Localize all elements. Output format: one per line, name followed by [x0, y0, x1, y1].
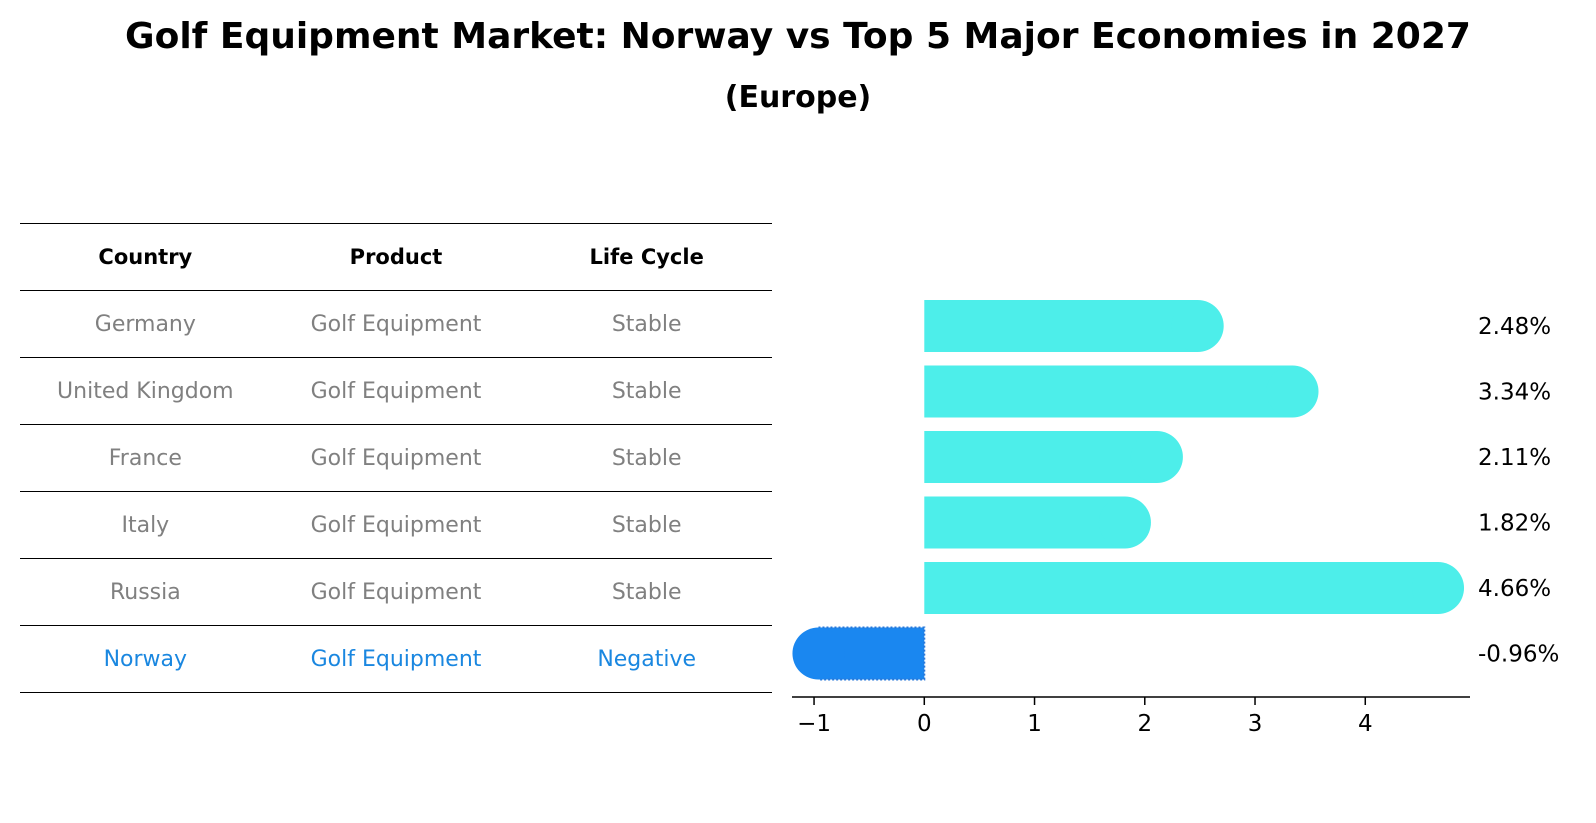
bar-cap	[1266, 365, 1319, 418]
cell-life-cycle: Negative	[597, 646, 697, 672]
cell-product: Golf Equipment	[310, 579, 482, 605]
cell-life-cycle: Stable	[611, 579, 682, 605]
table-row: Germany Golf Equipment Stable	[20, 291, 772, 358]
value-label: -0.96%	[1478, 642, 1559, 668]
value-label: 3.34%	[1478, 380, 1551, 406]
bar-cap	[1171, 300, 1224, 352]
cell-product: Golf Equipment	[310, 512, 482, 538]
table-row-highlight: Norway Golf Equipment Negative	[20, 626, 772, 693]
chart-title: Golf Equipment Market: Norway vs Top 5 M…	[125, 16, 1471, 57]
x-tick-label: 1	[1027, 711, 1042, 737]
cell-product: Golf Equipment	[310, 646, 482, 672]
cell-product: Golf Equipment	[310, 311, 482, 337]
table-row: Russia Golf Equipment Stable	[20, 559, 772, 626]
chart-subtitle: (Europe)	[724, 80, 872, 115]
bar	[924, 496, 1125, 549]
cell-life-cycle: Stable	[611, 445, 682, 471]
cell-country: United Kingdom	[57, 378, 234, 404]
header-country: Country	[98, 245, 193, 269]
table-row: Italy Golf Equipment Stable	[20, 492, 772, 559]
cell-life-cycle: Stable	[611, 512, 682, 538]
x-tick-label: 4	[1358, 711, 1373, 737]
cell-country: Italy	[121, 512, 170, 538]
value-label: 2.48%	[1478, 314, 1551, 340]
cell-product: Golf Equipment	[310, 445, 482, 471]
bar-cap	[1130, 431, 1183, 483]
country-table: Country Product Life Cycle Germany Golf …	[20, 223, 772, 693]
x-tick-label: 3	[1248, 711, 1263, 737]
x-tick-label: 0	[917, 711, 932, 737]
x-tick-label: −1	[797, 711, 831, 737]
cell-product: Golf Equipment	[310, 378, 482, 404]
value-label: 4.66%	[1478, 576, 1551, 602]
bar-cap	[1098, 496, 1151, 549]
table-header-row: Country Product Life Cycle	[20, 224, 772, 291]
header-product: Product	[349, 245, 443, 269]
value-label: 1.82%	[1478, 511, 1551, 537]
cell-country: Norway	[103, 646, 188, 672]
cell-country: Russia	[109, 579, 181, 605]
bar	[924, 431, 1157, 483]
cell-country: France	[108, 445, 182, 471]
header-life-cycle: Life Cycle	[589, 245, 704, 269]
x-tick-label: 2	[1137, 711, 1152, 737]
bar	[924, 300, 1198, 352]
bar-cap	[792, 627, 845, 680]
value-label: 2.11%	[1478, 445, 1551, 471]
table-row: United Kingdom Golf Equipment Stable	[20, 358, 772, 425]
table-row: France Golf Equipment Stable	[20, 425, 772, 492]
cell-life-cycle: Stable	[611, 378, 682, 404]
bar-cap	[1412, 562, 1465, 614]
bar	[924, 365, 1293, 418]
cell-life-cycle: Stable	[611, 311, 682, 337]
cell-country: Germany	[94, 311, 196, 337]
bar	[924, 562, 1439, 614]
